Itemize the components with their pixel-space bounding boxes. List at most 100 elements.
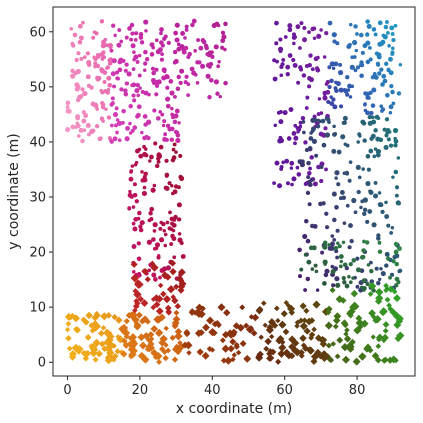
data-point bbox=[385, 20, 389, 24]
data-point bbox=[112, 136, 118, 142]
data-point bbox=[305, 276, 311, 282]
data-point bbox=[335, 255, 340, 260]
data-point bbox=[172, 60, 177, 65]
data-point bbox=[383, 24, 389, 30]
data-point bbox=[129, 22, 135, 28]
y-tick-label: 50 bbox=[29, 80, 46, 95]
data-point bbox=[138, 31, 144, 37]
data-point bbox=[140, 178, 146, 183]
y-tick-label: 30 bbox=[29, 191, 46, 206]
data-point bbox=[327, 20, 333, 26]
data-point-diamond bbox=[211, 329, 218, 337]
data-point-diamond bbox=[178, 279, 187, 288]
data-point bbox=[292, 34, 297, 40]
data-point-diamond bbox=[360, 353, 367, 360]
data-point bbox=[152, 108, 157, 113]
data-point bbox=[307, 202, 312, 207]
data-point bbox=[158, 275, 162, 280]
data-point-diamond bbox=[133, 290, 142, 299]
data-point-diamond bbox=[329, 287, 336, 294]
data-point bbox=[162, 229, 167, 233]
data-point-diamond bbox=[294, 319, 301, 326]
data-point bbox=[376, 54, 382, 60]
data-point bbox=[345, 92, 350, 97]
data-point bbox=[342, 221, 347, 226]
data-point-diamond bbox=[303, 327, 311, 335]
data-point bbox=[81, 20, 85, 25]
data-point-diamond bbox=[199, 305, 206, 312]
data-point-diamond bbox=[158, 338, 166, 347]
data-point bbox=[128, 103, 133, 109]
data-point bbox=[150, 187, 156, 193]
data-point bbox=[361, 288, 366, 292]
data-point bbox=[119, 39, 124, 44]
data-point bbox=[306, 259, 312, 265]
data-point-diamond bbox=[171, 356, 179, 363]
data-point-diamond bbox=[214, 319, 221, 326]
data-point bbox=[360, 50, 365, 55]
data-point-diamond bbox=[135, 311, 143, 319]
data-point-diamond bbox=[188, 309, 196, 316]
data-point bbox=[144, 153, 149, 158]
data-point-diamond bbox=[288, 335, 297, 344]
data-point bbox=[371, 119, 377, 125]
data-point-diamond bbox=[264, 337, 272, 346]
data-point bbox=[190, 22, 195, 28]
data-point bbox=[305, 238, 311, 244]
data-point bbox=[138, 227, 144, 233]
data-point-diamond bbox=[236, 323, 245, 332]
data-point bbox=[129, 169, 134, 173]
data-point bbox=[110, 71, 116, 77]
data-point bbox=[132, 50, 136, 54]
data-point-diamond bbox=[186, 350, 192, 356]
data-point bbox=[307, 145, 313, 151]
data-point bbox=[361, 167, 365, 171]
data-point bbox=[150, 66, 156, 71]
data-point-diamond bbox=[298, 352, 305, 359]
data-point-diamond bbox=[163, 342, 169, 348]
data-point-diamond bbox=[157, 282, 164, 289]
data-point-diamond bbox=[163, 325, 169, 332]
data-point bbox=[125, 81, 130, 86]
data-point-diamond bbox=[174, 302, 182, 310]
data-point bbox=[365, 95, 370, 100]
data-point bbox=[359, 62, 365, 68]
data-point bbox=[86, 132, 91, 137]
data-point-diamond bbox=[123, 318, 130, 325]
data-point-diamond bbox=[282, 328, 290, 336]
data-point bbox=[129, 37, 133, 42]
data-point bbox=[109, 102, 114, 107]
data-point bbox=[152, 183, 157, 188]
data-point-diamond bbox=[229, 338, 237, 346]
data-point-diamond bbox=[312, 300, 321, 309]
data-point bbox=[332, 124, 336, 129]
data-point bbox=[176, 74, 181, 80]
x-tick-label: 80 bbox=[349, 383, 366, 398]
data-point bbox=[336, 149, 342, 155]
data-point bbox=[368, 57, 373, 62]
data-point-diamond bbox=[256, 350, 264, 358]
data-point-diamond bbox=[231, 352, 237, 358]
data-point-diamond bbox=[153, 301, 161, 309]
data-point bbox=[125, 125, 130, 131]
data-point bbox=[279, 64, 284, 70]
data-point bbox=[371, 87, 377, 93]
data-point bbox=[344, 265, 349, 271]
data-point bbox=[132, 182, 137, 187]
data-point bbox=[159, 267, 165, 274]
data-point-diamond bbox=[310, 352, 320, 361]
data-point-diamond bbox=[177, 286, 185, 294]
data-point bbox=[178, 80, 183, 86]
data-point bbox=[279, 165, 284, 170]
data-point bbox=[132, 192, 138, 198]
data-point bbox=[341, 240, 346, 245]
data-point bbox=[141, 190, 147, 197]
data-point bbox=[140, 90, 145, 94]
data-point bbox=[116, 42, 122, 48]
data-point bbox=[105, 43, 109, 48]
data-point-diamond bbox=[370, 334, 376, 340]
data-point bbox=[223, 47, 227, 52]
data-point-diamond bbox=[379, 308, 387, 317]
data-point bbox=[176, 42, 181, 47]
data-point bbox=[124, 136, 130, 142]
